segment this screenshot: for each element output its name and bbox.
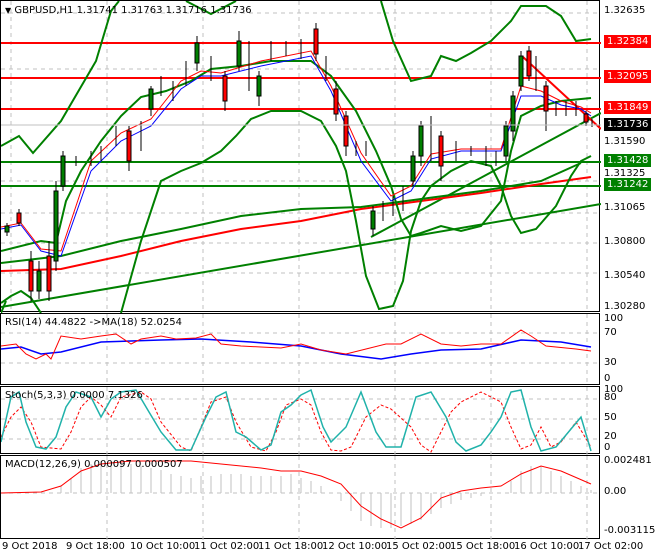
macd-tick: 0.00 [604, 486, 627, 497]
stoch-tick: 50 [604, 412, 617, 423]
stoch-tick: 100 [604, 384, 624, 395]
time-tick: 15 Oct 18:00 [450, 541, 516, 552]
time-tick: 11 Oct 18:00 [258, 541, 324, 552]
price-tick: 1.30540 [604, 270, 646, 281]
macd-label: MACD(12,26,9) 0.000097 0.000507 [5, 459, 183, 470]
ohlc-values: 1.31741 1.31763 1.31716 1.31736 [76, 5, 252, 16]
time-tick: 15 Oct 02:00 [386, 541, 452, 552]
stoch-tick: 20 [604, 431, 617, 442]
time-tick: 17 Oct 02:00 [578, 541, 644, 552]
price-tick: 1.30800 [604, 236, 646, 247]
macd-canvas [1, 456, 601, 540]
level-tag-resistance-1: 1.32384 [604, 35, 652, 48]
rsi-canvas [1, 314, 601, 386]
stoch-pane[interactable]: Stoch(5,3,3) 0.0000 7.1326 [0, 386, 601, 455]
time-tick: 10 Oct 10:00 [130, 541, 196, 552]
time-tick: 9 Oct 18:00 [66, 541, 125, 552]
level-tag-support-2: 1.31242 [604, 178, 652, 191]
rsi-tick: 30 [604, 357, 617, 368]
price-tick: 1.31590 [604, 136, 646, 147]
stoch-canvas [1, 387, 601, 455]
macd-pane[interactable]: MACD(12,26,9) 0.000097 0.000507 [0, 455, 601, 540]
level-tag-support-1: 1.31428 [604, 154, 652, 167]
stoch-label: Stoch(5,3,3) 0.0000 7.1326 [5, 390, 143, 401]
level-tag-resistance-2: 1.32095 [604, 70, 652, 83]
chart-header: ▼ GBPUSD,H1 1.31741 1.31763 1.31716 1.31… [5, 5, 252, 16]
stoch-tick: 80 [604, 392, 617, 403]
rsi-tick: 0 [604, 373, 611, 384]
symbol-timeframe: GBPUSD,H1 [14, 5, 74, 16]
macd-tick: -0.003115 [604, 525, 656, 536]
time-tick: 12 Oct 10:00 [322, 541, 388, 552]
price-tick: 1.31325 [604, 168, 646, 179]
price-tick: 1.31065 [604, 202, 646, 213]
rsi-pane[interactable]: RSI(14) 44.4822 ->MA(18) 52.0254 [0, 313, 601, 386]
time-tick: 9 Oct 2018 [2, 541, 58, 552]
price-tick: 1.32635 [604, 5, 646, 16]
rsi-label: RSI(14) 44.4822 ->MA(18) 52.0254 [5, 317, 182, 328]
stoch-axis: 100 80 50 20 0 [600, 384, 660, 454]
time-tick: 16 Oct 10:00 [514, 541, 580, 552]
rsi-tick: 100 [604, 313, 624, 324]
macd-axis: 0.002481 0.00 -0.003115 [600, 455, 660, 539]
rsi-tick: 70 [604, 327, 617, 338]
price-chart-canvas [1, 1, 601, 313]
price-pane[interactable]: ▼ GBPUSD,H1 1.31741 1.31763 1.31716 1.31… [0, 0, 601, 313]
price-axis[interactable]: 1.32635 1.32384 1.32095 1.31849 1.31736 … [600, 0, 660, 312]
current-price-tag: 1.31736 [604, 118, 652, 131]
triangle-down-icon[interactable]: ▼ [5, 6, 12, 15]
price-tick: 1.30280 [604, 301, 646, 312]
stoch-tick: 0 [604, 442, 611, 453]
macd-tick: 0.002481 [604, 455, 652, 466]
rsi-axis: 100 70 30 0 [600, 313, 660, 385]
level-tag-resistance-3: 1.31849 [604, 101, 652, 114]
time-tick: 11 Oct 02:00 [194, 541, 260, 552]
